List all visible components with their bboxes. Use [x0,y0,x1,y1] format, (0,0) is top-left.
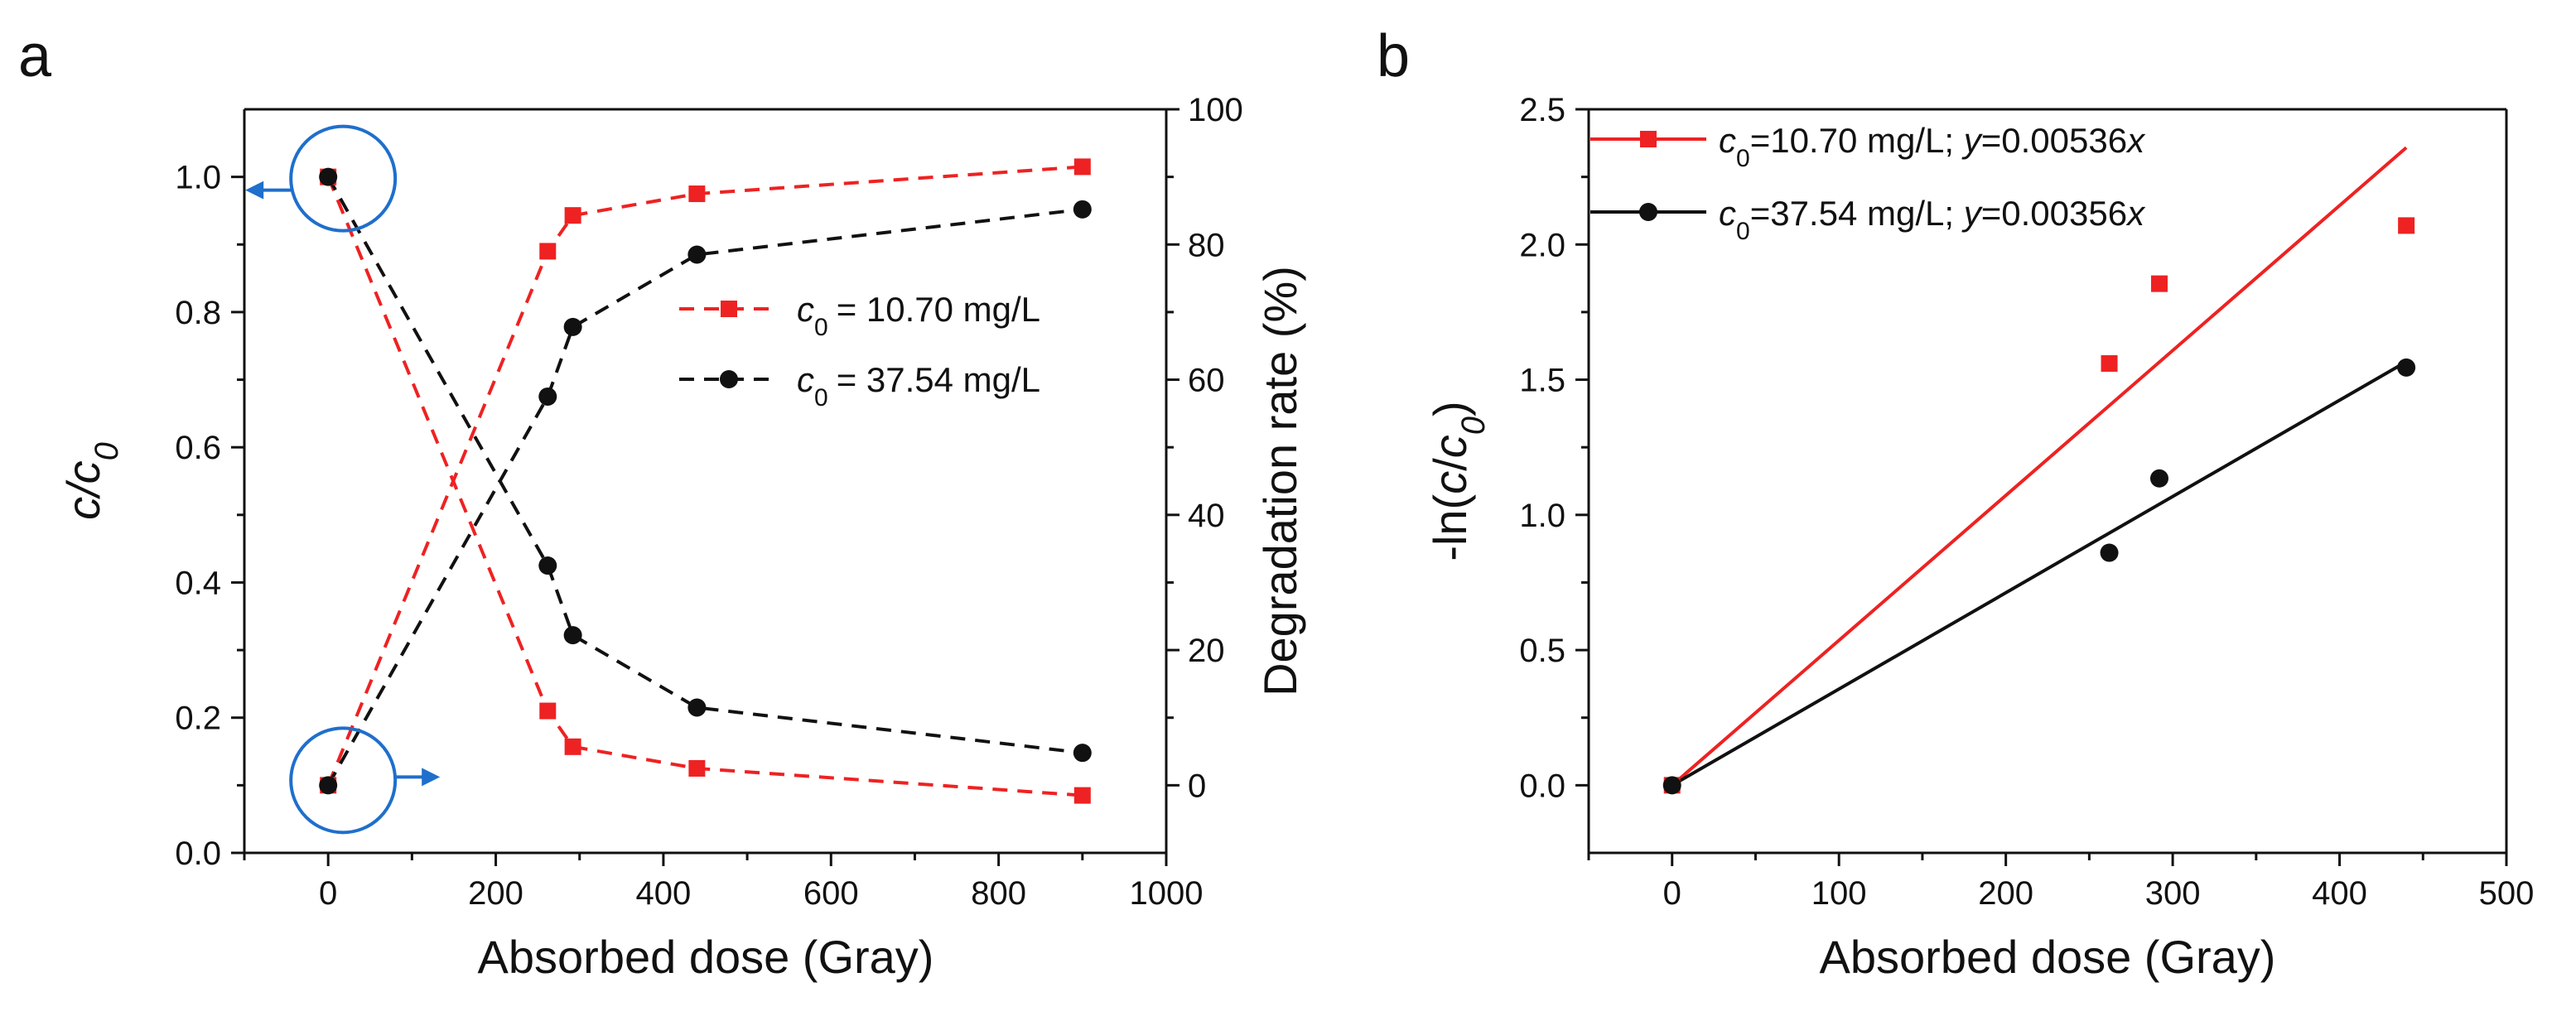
data-point [2150,275,2168,292]
legend-label-10-70: c0 = 10.70 mg/L [797,290,1040,341]
fit-line-0 [1671,146,2408,787]
data-point [2397,358,2416,377]
legend-marker-circle-black [720,370,738,388]
legend-b-marker-square-red [1640,131,1657,147]
chart-a-y-right-tick-label: 80 [1188,227,1225,263]
legend-marker-square-red [721,301,737,317]
data-point [687,698,707,717]
panel-a-label: a [18,23,52,89]
series-line-2 [326,165,1083,787]
chart-a-y-tick-label: 0.8 [175,295,221,331]
legend-b-label-37-54: c0=37.54 mg/L; y=0.00356x [1719,194,2146,245]
panel-b-label: b [1377,23,1410,89]
chart-a-y-tick-label: 1.0 [175,160,221,196]
data-point [2149,469,2168,488]
chart-b-x-tick-label: 500 [2479,875,2535,912]
data-point [564,738,581,755]
data-point [687,245,707,264]
data-point [319,167,338,186]
chart-a-x-tick-label: 600 [803,875,859,912]
data-point [539,702,557,720]
chart-a-x-tick-label: 0 [319,875,337,912]
data-point [1073,200,1092,219]
legend-b-label-37-54-text-b: =0.00356 [1981,194,2127,233]
data-point [2101,354,2118,372]
annotation-circle-top [289,124,398,233]
chart-b-y-axis-title: -ln(c/c0) [1424,401,1492,561]
series-line-0 [326,176,1083,797]
data-point [1073,744,1092,763]
legend-b-label-10-70: c0=10.70 mg/L; y=0.00536x [1719,121,2146,172]
legend-b-label-37-54-text-a: =37.54 mg/L; [1750,194,1964,233]
annotation-right-axis-pointer [289,726,441,835]
chart-b-y-tick-label: 0.0 [1519,768,1565,804]
arrow-right-icon [422,768,441,787]
chart-a-y-right-tick-label: 0 [1188,768,1206,804]
chart-b-y-tick-label: 2.5 [1519,92,1565,128]
chart-b-x-tick-label: 200 [1978,875,2033,912]
chart-b-y-tick-label: 0.5 [1519,633,1565,669]
chart-a-y-tick-label: 0.6 [175,430,221,466]
data-point [563,626,582,645]
chart-b-x-tick-label: 300 [2145,875,2201,912]
chart-b-x-axis-title: Absorbed dose (Gray) [1820,931,2276,983]
chart-a-x-axis-title: Absorbed dose (Gray) [478,931,934,983]
legend-entry-37-54: c0 = 37.54 mg/L [679,360,1040,412]
annotation-circle-bottom [289,726,398,835]
legend-label-10-70-text: = 10.70 mg/L [837,290,1040,329]
chart-a-x-tick-label: 800 [971,875,1026,912]
legend-b-entry-10-70: c0=10.70 mg/L; y=0.00536x [1590,121,2146,172]
data-point [564,207,581,224]
chart-a: 0 200 400 600 800 1000 0.0 0.2 0.4 0.6 0.8 1.0 0 20 40… [57,92,1306,983]
chart-a-legend: c0 = 10.70 mg/L c0 = 37.54 mg/L [679,290,1040,412]
chart-b: 0 100 200 300 400 500 0.0 0.5 1.0 1.5 2.0 2.5 Absor… [1424,92,2534,983]
legend-b-marker-circle-black [1639,203,1657,221]
legend-entry-10-70: c0 = 10.70 mg/L [679,290,1040,341]
chart-b-y-tick-label: 1.5 [1519,363,1565,399]
data-point [319,776,338,795]
chart-a-y-right-tick-label: 60 [1188,363,1225,399]
chart-a-y-right-tick-label: 20 [1188,633,1225,669]
fit-line-1 [1671,360,2408,787]
data-point [688,185,706,203]
data-point [538,387,557,406]
data-point [563,317,582,336]
chart-b-x-tick-label: 0 [1663,875,1681,912]
chart-a-x-tick-label: 400 [636,875,692,912]
chart-a-y-right-tick-label: 100 [1188,92,1243,128]
chart-a-y-tick-label: 0.2 [175,701,221,737]
chart-b-legend: c0=10.70 mg/L; y=0.00536x c0=37.54 mg/L;… [1590,121,2146,245]
legend-label-37-54-text: = 37.54 mg/L [837,360,1040,399]
chart-a-y-tick-label: 0.4 [175,565,221,601]
data-point [1073,787,1091,804]
chart-b-x-tick-label: 100 [1811,875,1867,912]
legend-label-37-54: c0 = 37.54 mg/L [797,360,1040,412]
arrow-left-icon [245,181,264,200]
legend-b-entry-37-54: c0=37.54 mg/L; y=0.00356x [1590,194,2146,245]
chart-b-y-tick-label: 1.0 [1519,498,1565,534]
data-point [1073,158,1091,176]
data-point [539,243,557,260]
series-line-1 [326,176,1083,755]
chart-a-y-tick-label: 0.0 [175,835,221,872]
chart-a-x-tick-label: 1000 [1130,875,1204,912]
annotation-left-axis-pointer [245,124,398,233]
chart-a-y-axis-title: c/c0 [57,442,125,520]
legend-b-label-10-70-text-a: =10.70 mg/L; [1750,121,1964,160]
chart-a-x-tick-label: 200 [468,875,523,912]
chart-b-x-tick-label: 400 [2312,875,2367,912]
data-point [2100,543,2119,562]
legend-b-label-10-70-text-b: =0.00536 [1981,121,2127,160]
data-point [1662,776,1681,795]
chart-b-y-tick-label: 2.0 [1519,227,1565,263]
data-point [538,556,557,575]
data-point [2398,217,2415,234]
chart-a-y-right-tick-label: 40 [1188,498,1225,534]
chart-a-y-right-axis-title: Degradation rate (%) [1254,266,1306,696]
data-point [688,759,706,777]
